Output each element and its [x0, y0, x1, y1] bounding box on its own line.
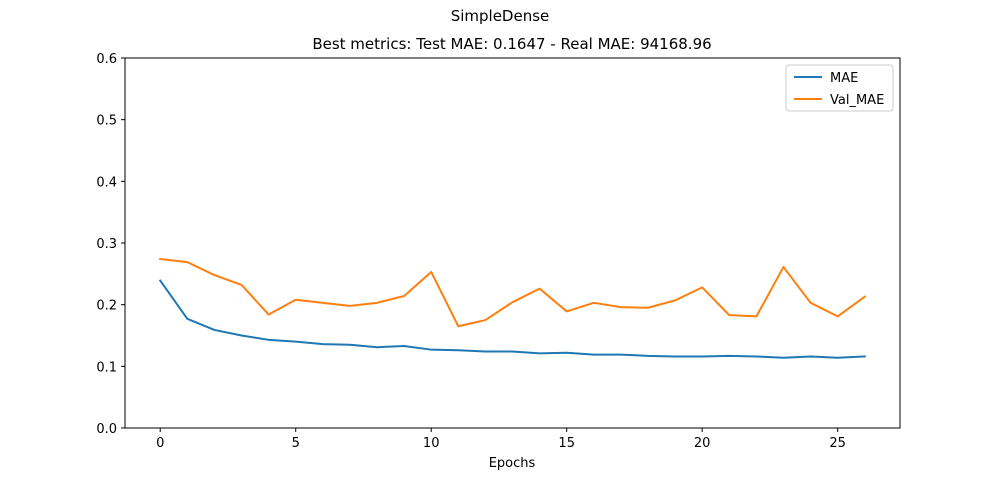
plot-area: 0 5 10 15 20 25 0.0 0.1 0.2 0.3 0.4 0.5 0.6	[96, 52, 901, 451]
legend-label: Val_MAE	[830, 93, 884, 108]
y-tick-label: 0.1	[96, 360, 117, 375]
plot-frame	[124, 57, 901, 429]
x-tick-label: 20	[694, 436, 711, 451]
series-line-mae	[158, 279, 866, 359]
y-tick-label: 0.6	[96, 52, 117, 67]
x-tick-label: 5	[292, 436, 300, 451]
y-tick-label: 0.5	[96, 114, 117, 129]
x-tick-label: 15	[558, 436, 575, 451]
legend: MAE Val_MAE	[785, 64, 894, 112]
figure-suptitle: SimpleDense	[451, 7, 550, 25]
series-line-val-mae	[159, 257, 867, 328]
x-tick-label: 25	[829, 436, 846, 451]
y-tick-label: 0.3	[96, 237, 117, 252]
x-axis-label: Epochs	[489, 456, 536, 471]
y-tick-label: 0.2	[96, 299, 117, 314]
y-tick-label: 0.0	[96, 422, 117, 437]
y-tick-label: 0.4	[96, 175, 117, 190]
chart-title: Best metrics: Test MAE: 0.1647 - Real MA…	[312, 35, 711, 53]
legend-label: MAE	[830, 71, 858, 86]
x-tick-label: 0	[156, 436, 164, 451]
x-tick-label: 10	[423, 436, 440, 451]
